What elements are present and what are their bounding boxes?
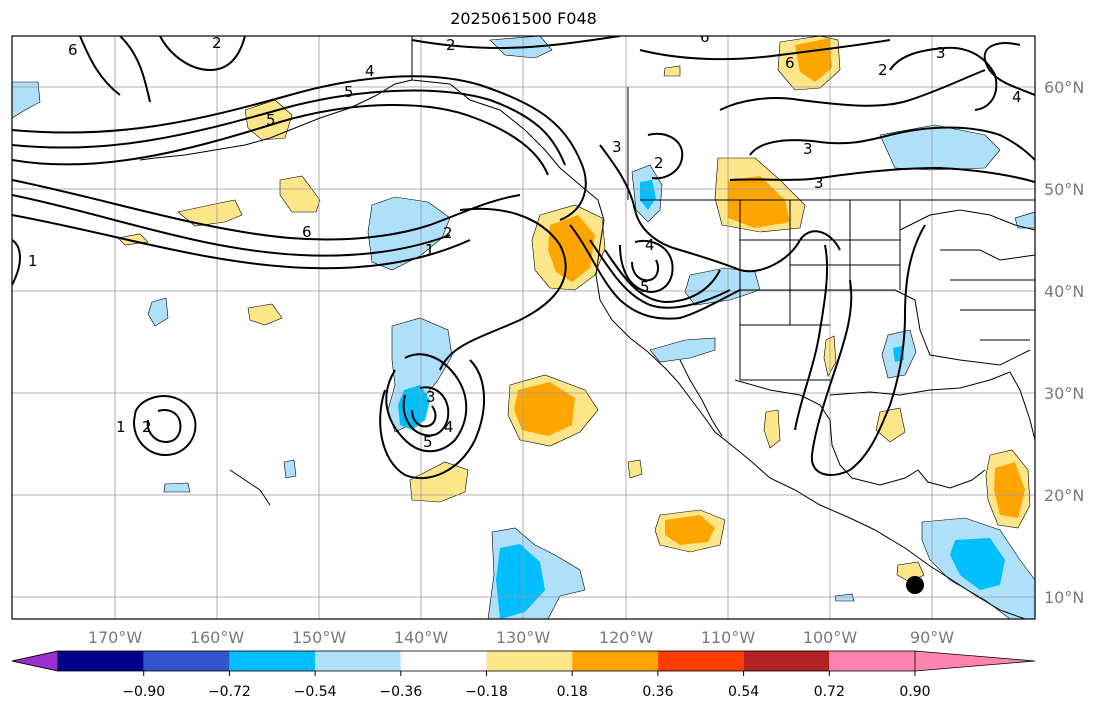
contour-label-group: 6 2 4 5 2 6 6 3 3 2 5 3 6 1 2 4 5 1 2 3 … <box>28 28 1022 451</box>
colorbar-tick-label: −0.90 <box>122 684 165 700</box>
colorbar-segment <box>143 651 230 671</box>
contour-label: 3 <box>803 140 813 158</box>
contour-label: 4 <box>645 236 655 254</box>
colorbar-segment <box>58 651 144 671</box>
contour-label: 6 <box>302 223 312 241</box>
colorbar-tick-label: 0.72 <box>814 684 845 700</box>
contour-label: 2 <box>443 224 453 242</box>
colorbar-segment <box>743 651 830 671</box>
contour-label: 5 <box>266 111 276 129</box>
lon-label: 160°W <box>190 628 245 647</box>
positive-anomaly-regions <box>117 36 1031 583</box>
contour-label: 1 <box>425 241 435 259</box>
lat-label: 40°N <box>1044 282 1084 301</box>
map-title: 2025061500 F048 <box>450 9 597 28</box>
lon-label: 90°W <box>910 628 954 647</box>
contour-label: 5 <box>640 278 650 296</box>
contour-label: 4 <box>365 62 375 80</box>
contour-label: 2 <box>446 36 456 54</box>
colorbar-tick-label: 0.36 <box>642 684 673 700</box>
lon-label: 170°W <box>88 628 143 647</box>
colorbar-tick-label: −0.54 <box>294 684 337 700</box>
location-marker <box>906 576 924 594</box>
contour-label: 4 <box>1012 88 1022 106</box>
colorbar-segment <box>315 651 401 671</box>
colorbar: −0.90 −0.72 −0.54 −0.36 −0.18 0.18 0.36 … <box>11 650 1036 700</box>
contour-label: 6 <box>68 41 78 59</box>
lat-label: 10°N <box>1044 588 1084 607</box>
contour-label: 5 <box>344 83 354 101</box>
longitude-labels: 170°W 160°W 150°W 140°W 130°W 120°W 110°… <box>88 628 954 647</box>
lon-label: 100°W <box>803 628 858 647</box>
colorbar-tick-label: −0.36 <box>379 684 422 700</box>
contour-label: 2 <box>654 154 664 172</box>
contour-label: 4 <box>444 418 454 436</box>
colorbar-segment <box>400 651 487 671</box>
lon-label: 150°W <box>292 628 347 647</box>
lon-label: 120°W <box>599 628 654 647</box>
colorbar-segment <box>572 651 658 671</box>
lon-label: 110°W <box>701 628 756 647</box>
contour-label: 6 <box>785 54 795 72</box>
contour-label: 3 <box>426 388 436 406</box>
contour-label: 1 <box>28 252 38 270</box>
contour-label: 1 <box>116 418 126 436</box>
contour-label: 3 <box>814 174 824 192</box>
colorbar-extend-low <box>11 650 59 672</box>
lon-label: 130°W <box>496 628 551 647</box>
colorbar-segment <box>229 651 316 671</box>
lat-label: 50°N <box>1044 180 1084 199</box>
contour-label: 2 <box>212 34 222 52</box>
colorbar-tick-label: −0.72 <box>208 684 251 700</box>
contour-lines <box>12 36 1035 480</box>
negative-anomaly-regions <box>12 36 1035 619</box>
colorbar-tick-label: 0.90 <box>899 684 930 700</box>
lat-label: 30°N <box>1044 384 1084 403</box>
colorbar-segment <box>486 651 573 671</box>
colorbar-tick-label: 0.18 <box>557 684 588 700</box>
latitude-labels: 60°N 50°N 40°N 30°N 20°N 10°N <box>1044 78 1084 607</box>
contour-label: 2 <box>142 418 152 436</box>
colorbar-tick-label: −0.18 <box>465 684 508 700</box>
colorbar-tick-label: 0.54 <box>728 684 759 700</box>
contour-label: 2 <box>878 61 888 79</box>
graticule <box>12 36 1035 619</box>
colorbar-segment <box>657 651 744 671</box>
colorbar-segment <box>829 651 915 671</box>
lon-label: 140°W <box>394 628 449 647</box>
coastlines <box>139 36 1035 619</box>
lat-label: 60°N <box>1044 78 1084 97</box>
map-frame <box>11 35 1036 620</box>
lat-label: 20°N <box>1044 486 1084 505</box>
contour-label: 6 <box>700 28 710 46</box>
contour-label: 3 <box>612 138 622 156</box>
contour-label: 3 <box>936 44 946 62</box>
contour-label: 5 <box>423 433 433 451</box>
